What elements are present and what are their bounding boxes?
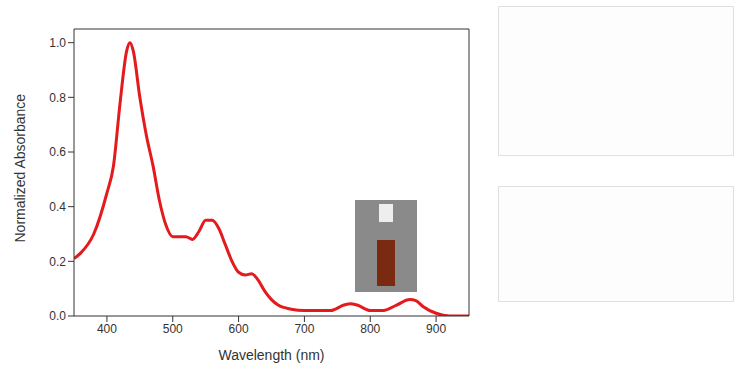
svg-text:500: 500 xyxy=(163,322,183,336)
svg-text:Wavelength (nm): Wavelength (nm) xyxy=(218,347,324,363)
svg-text:600: 600 xyxy=(229,322,249,336)
svg-text:900: 900 xyxy=(426,322,446,336)
svg-text:700: 700 xyxy=(294,322,314,336)
svg-text:400: 400 xyxy=(97,322,117,336)
svg-text:0.4: 0.4 xyxy=(49,200,66,214)
svg-text:0.6: 0.6 xyxy=(49,145,66,159)
svg-text:0.2: 0.2 xyxy=(49,255,66,269)
svg-text:Normalized Absorbance: Normalized Absorbance xyxy=(12,94,28,243)
svg-text:0.0: 0.0 xyxy=(49,309,66,323)
svg-text:0.8: 0.8 xyxy=(49,91,66,105)
svg-text:1.0: 1.0 xyxy=(49,36,66,50)
svg-text:800: 800 xyxy=(360,322,380,336)
